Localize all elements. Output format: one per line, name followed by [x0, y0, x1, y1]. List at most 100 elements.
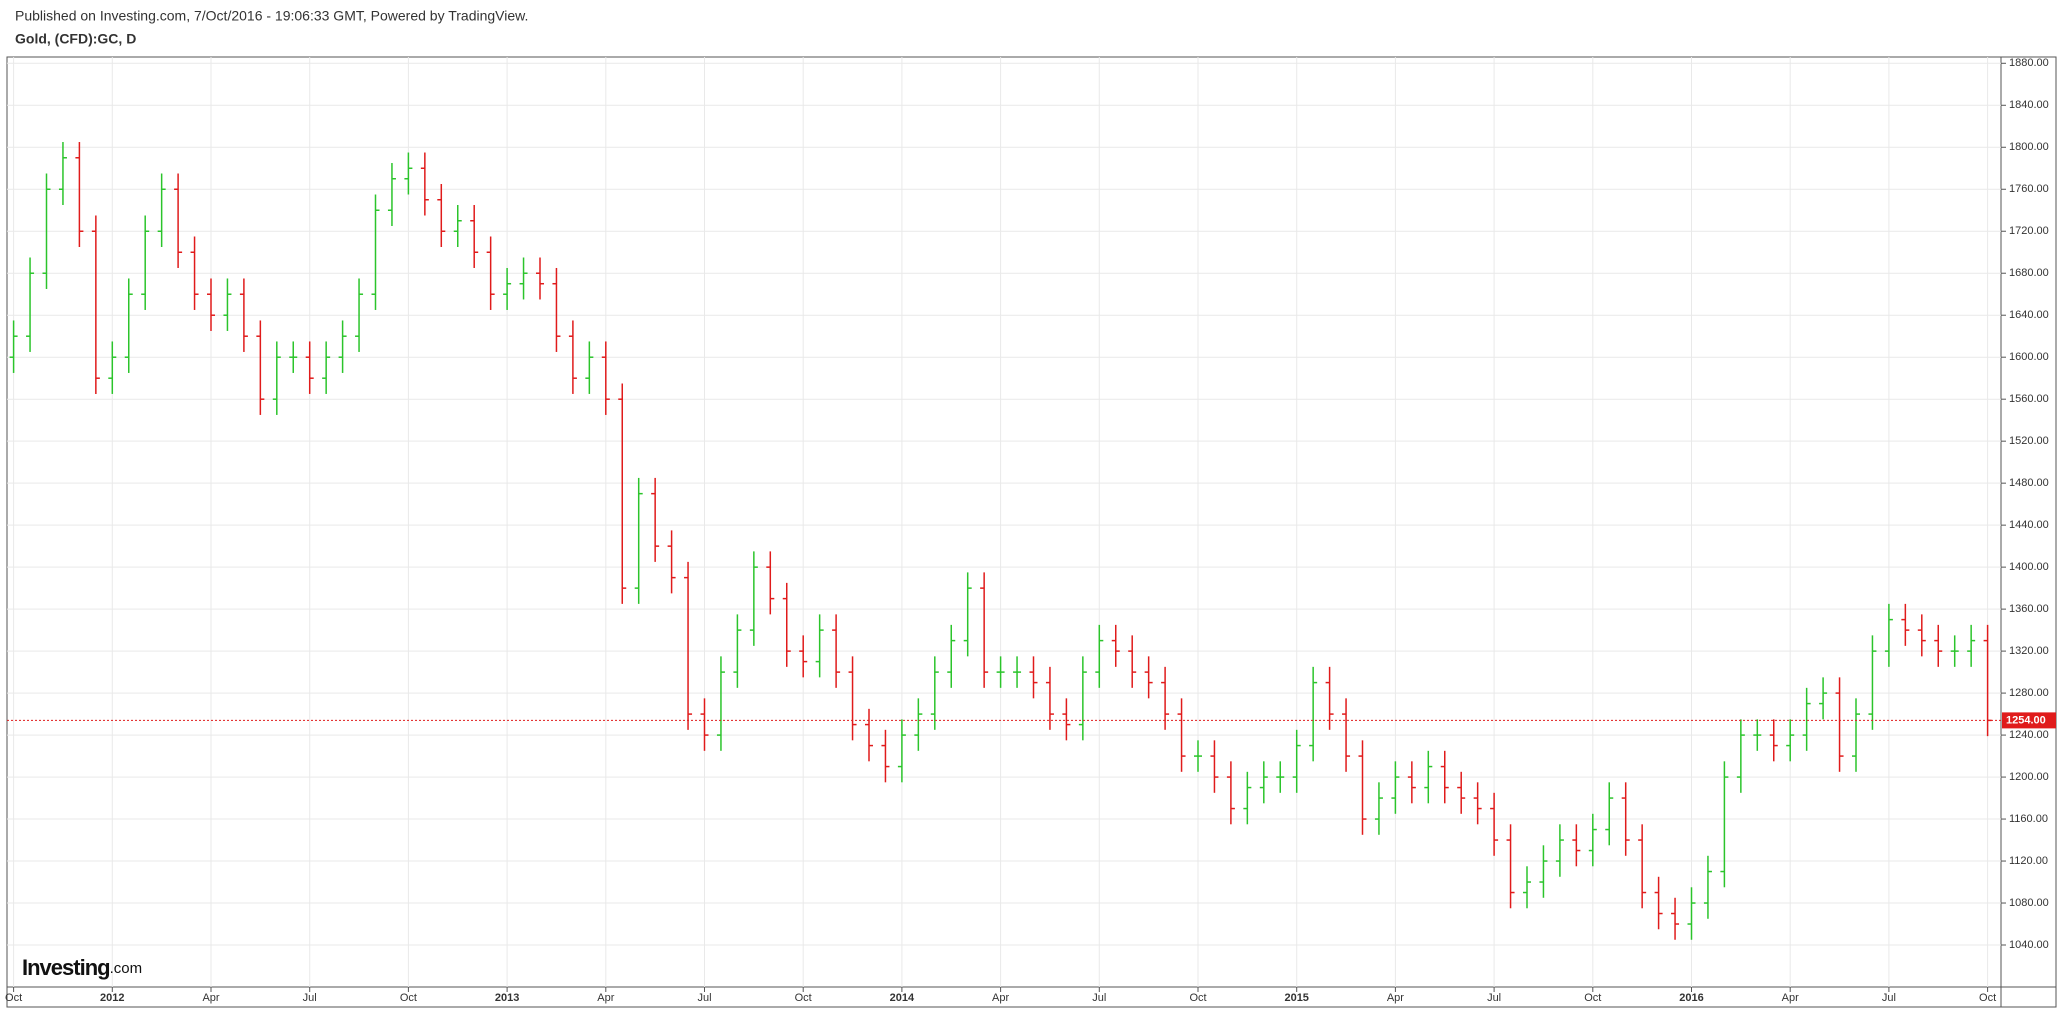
ohlc-bar — [1753, 719, 1762, 751]
ohlc-bar — [634, 477, 643, 604]
ohlc-bar — [141, 215, 150, 310]
x-tick-label: Oct — [400, 992, 417, 1004]
ohlc-bar — [1210, 740, 1219, 793]
ohlc-bar — [272, 341, 281, 415]
ohlc-bar — [651, 477, 660, 562]
x-tick-label: Apr — [1387, 992, 1404, 1004]
ohlc-bar — [848, 656, 857, 741]
ohlc-bar — [1029, 656, 1038, 699]
ohlc-bar — [716, 656, 725, 751]
ohlc-bar — [1572, 824, 1581, 867]
ohlc-bar — [453, 205, 462, 247]
x-tick-label: Apr — [202, 992, 219, 1004]
ohlc-bar — [157, 173, 166, 247]
x-tick-label: 2013 — [495, 992, 519, 1004]
y-tick-label: 1120.00 — [2009, 855, 2048, 867]
x-tick-label: Jul — [1882, 992, 1896, 1004]
ohlc-bar — [1802, 687, 1811, 751]
ohlc-bar — [1884, 603, 1893, 667]
ohlc-bar — [26, 257, 35, 352]
y-tick-label: 1280.00 — [2009, 687, 2049, 699]
ohlc-bar — [1523, 866, 1531, 909]
y-tick-label: 1600.00 — [2009, 351, 2049, 363]
ohlc-bar — [963, 572, 972, 657]
price-label: 1254.00 — [2006, 714, 2046, 726]
ohlc-bar — [1424, 750, 1433, 804]
ohlc-bar — [1736, 719, 1745, 793]
x-tick-label: 2014 — [890, 992, 915, 1004]
ohlc-bar — [1605, 782, 1614, 846]
ohlc-bar — [1983, 624, 1992, 737]
ohlc-bar — [387, 163, 396, 226]
ohlc-bar — [667, 530, 676, 594]
ohlc-bar — [733, 614, 742, 688]
logo: Investing.com — [22, 955, 142, 980]
ohlc-bar — [404, 152, 413, 195]
ohlc-bar — [1276, 761, 1285, 793]
ohlc-bar — [1555, 824, 1564, 877]
ohlc-bar — [322, 341, 331, 394]
ohlc-bar — [1358, 740, 1367, 835]
x-tick-label: Jul — [1487, 992, 1501, 1004]
ohlc-bar — [1177, 698, 1186, 772]
ohlc-bar — [338, 320, 347, 373]
ohlc-bar — [1095, 624, 1104, 688]
ohlc-bar — [1194, 740, 1202, 772]
y-tick-label: 1080.00 — [2009, 897, 2049, 909]
ohlc-bar — [782, 582, 791, 667]
plot: 1040.00 1080.00 1120.00 1160.00 1200.00 1240.… — [5, 57, 2056, 1004]
ohlc-bar — [980, 572, 989, 688]
ohlc-bar — [1490, 792, 1499, 856]
y-tick-label: 1440.00 — [2009, 519, 2049, 531]
ohlc-bar — [108, 341, 117, 394]
ohlc-bar — [749, 551, 758, 646]
ohlc-bar — [371, 194, 380, 310]
ohlc-bar — [618, 383, 627, 604]
ohlc-bar — [1506, 824, 1515, 909]
price-badge — [2002, 712, 2056, 729]
ohlc-bar — [585, 341, 594, 394]
x-tick-label: Jul — [697, 992, 711, 1004]
ohlc-bar — [1440, 750, 1449, 804]
y-tick-label: 1880.00 — [2009, 57, 2049, 69]
y-tick-label: 1560.00 — [2009, 393, 2049, 405]
ohlc-bar — [75, 142, 84, 247]
ohlc-bar — [42, 173, 51, 289]
y-tick-label: 1040.00 — [2009, 939, 2049, 951]
ohlc-bar — [239, 278, 248, 352]
ohlc-bar — [1654, 876, 1663, 930]
y-tick-label: 1160.00 — [2009, 813, 2048, 825]
ohlc-bar — [1638, 824, 1647, 909]
ohlc-bar — [256, 320, 265, 415]
ohlc-bar — [865, 708, 873, 762]
ohlc-bar — [1868, 635, 1877, 730]
ohlc-bar — [1309, 666, 1318, 762]
ohlc-bar — [1259, 761, 1268, 804]
ohlc-bar — [486, 236, 495, 310]
ohlc-bar — [1128, 635, 1137, 688]
ohlc-bar — [1013, 656, 1022, 688]
x-tick-label: Oct — [795, 992, 812, 1004]
ohlc-bar — [1457, 771, 1466, 814]
ohlc-bar — [601, 341, 610, 415]
ohlc-bar — [1111, 624, 1120, 667]
x-tick-label: 2012 — [100, 992, 124, 1004]
ohlc-bar — [832, 614, 841, 688]
ohlc-bar — [1786, 719, 1795, 762]
ohlc-bar — [289, 341, 298, 373]
ohlc-bar — [1588, 813, 1597, 867]
y-tick-label: 1480.00 — [2009, 477, 2049, 489]
y-tick-label: 1680.00 — [2009, 267, 2049, 279]
ohlc-bar — [437, 184, 446, 247]
y-tick-label: 1200.00 — [2009, 771, 2049, 783]
ohlc-bar — [1243, 771, 1252, 825]
ohlc-bar — [815, 614, 824, 678]
ohlc-bar — [1292, 729, 1301, 793]
ohlc-bar — [897, 719, 906, 783]
ohlc-bar — [1078, 656, 1087, 741]
ohlc-bar — [519, 257, 528, 300]
x-tick-label: 2015 — [1284, 992, 1308, 1004]
ohlc-bar — [1917, 614, 1926, 657]
ohlc-bar — [552, 267, 561, 352]
